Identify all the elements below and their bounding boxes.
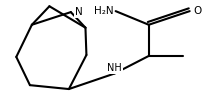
- Text: NH: NH: [107, 63, 122, 74]
- Text: N: N: [75, 7, 82, 17]
- Text: O: O: [194, 6, 202, 16]
- Text: H: H: [106, 6, 114, 16]
- Text: NH: NH: [107, 63, 122, 74]
- Text: N: N: [75, 7, 82, 17]
- Text: O: O: [194, 6, 202, 16]
- Text: H₂N: H₂N: [94, 6, 114, 16]
- Text: H₂N: H₂N: [94, 6, 114, 16]
